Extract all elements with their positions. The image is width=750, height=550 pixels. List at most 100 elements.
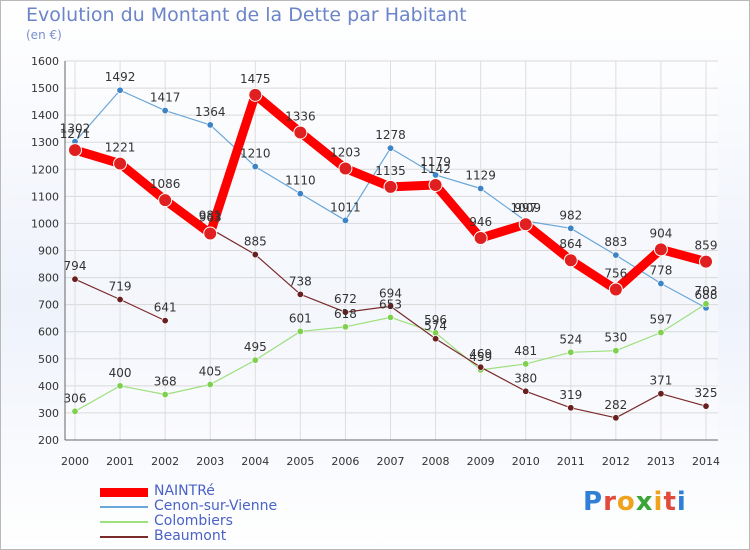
legend-swatch [100, 487, 148, 497]
data-label: 864 [559, 237, 582, 251]
data-point [296, 190, 304, 198]
data-label: 1278 [375, 128, 406, 142]
data-point [567, 224, 575, 232]
legend-label: Beaumont [154, 528, 227, 544]
data-label: 618 [334, 307, 357, 321]
y-tick-label: 600 [38, 326, 59, 339]
x-tick-label: 2013 [647, 455, 675, 468]
data-point [341, 308, 349, 316]
data-point [116, 86, 124, 94]
data-label: 641 [154, 301, 177, 315]
data-label: 1271 [60, 127, 91, 141]
data-label: 963 [199, 210, 222, 224]
data-point [251, 251, 259, 259]
data-point [477, 363, 485, 371]
data-label: 1475 [240, 72, 271, 86]
x-tick-label: 2001 [106, 455, 134, 468]
chart-legend: NAINTRé Cenon-sur-Vienne Colombiers Beaumon… [100, 483, 400, 544]
data-point [71, 275, 79, 283]
data-point [386, 302, 394, 310]
data-label: 1135 [375, 164, 406, 178]
series-line-3 [209, 227, 707, 419]
data-label: 1110 [285, 174, 316, 188]
data-point [702, 300, 710, 308]
data-label: 459 [469, 350, 492, 364]
legend-label: Cenon-sur-Vienne [154, 498, 278, 514]
data-label: 885 [244, 235, 267, 249]
data-label: 368 [154, 375, 177, 389]
x-tick-label: 2006 [331, 455, 359, 468]
data-label: 982 [559, 208, 582, 222]
data-label: 325 [695, 386, 718, 400]
data-point [341, 323, 349, 331]
legend-item: NAINTRé [100, 483, 400, 499]
data-point [113, 156, 128, 171]
data-point [206, 381, 214, 389]
data-point [567, 348, 575, 356]
data-label: 1417 [150, 91, 181, 105]
y-tick-label: 700 [38, 299, 59, 312]
data-point [206, 121, 214, 129]
data-point [296, 327, 304, 335]
data-point [657, 280, 665, 288]
data-point [563, 253, 578, 268]
logo-letter: o [616, 487, 636, 517]
x-tick-label: 2004 [241, 455, 269, 468]
data-label: 672 [334, 292, 357, 306]
data-label: 380 [514, 371, 537, 385]
data-point [518, 217, 533, 232]
y-tick-label: 800 [38, 272, 59, 285]
data-label: 1492 [105, 70, 136, 84]
x-tick-label: 2014 [692, 455, 720, 468]
data-label: 904 [649, 226, 672, 240]
x-tick-label: 2011 [557, 455, 585, 468]
data-label: 756 [604, 266, 627, 280]
data-label: 596 [424, 313, 447, 327]
data-point [567, 404, 575, 412]
x-tick-label: 2000 [61, 455, 89, 468]
x-tick-label: 2007 [377, 455, 405, 468]
data-label: 371 [649, 374, 672, 388]
logo-letter: r [603, 487, 617, 517]
data-point [386, 313, 394, 321]
legend-item: Beaumont [100, 528, 400, 544]
data-point [161, 317, 169, 325]
data-point [338, 161, 353, 176]
data-point [251, 163, 259, 171]
data-point [428, 177, 443, 192]
y-tick-label: 900 [38, 245, 59, 258]
data-label: 1179 [420, 155, 451, 169]
data-label: 524 [559, 332, 582, 346]
y-tick-label: 1000 [31, 217, 59, 230]
data-label: 1210 [240, 147, 271, 161]
data-point [68, 143, 82, 158]
data-label: 597 [649, 313, 672, 327]
logo-letter: i [653, 487, 664, 517]
y-tick-label: 200 [38, 434, 59, 447]
y-tick-label: 1200 [31, 163, 59, 176]
legend-swatch [100, 536, 148, 538]
data-label: 1009 [510, 201, 541, 215]
data-label: 1142 [420, 162, 451, 176]
x-tick-label: 2003 [196, 455, 224, 468]
data-point [657, 390, 665, 398]
data-label: 653 [379, 297, 402, 311]
legend-item: Cenon-sur-Vienne [100, 498, 400, 514]
data-point [248, 87, 263, 102]
data-point [71, 407, 79, 415]
y-tick-label: 1100 [31, 190, 59, 203]
data-label: 719 [109, 279, 132, 293]
data-point [612, 347, 620, 355]
data-point [296, 290, 304, 298]
data-point [386, 144, 394, 152]
logo-letter: x [635, 487, 654, 517]
legend-label: NAINTRé [154, 483, 215, 499]
data-label: 1221 [105, 141, 136, 155]
data-label: 530 [604, 331, 627, 345]
data-label: 794 [64, 259, 87, 273]
data-point [653, 242, 668, 257]
y-tick-label: 1400 [31, 109, 59, 122]
data-label: 1086 [150, 177, 181, 191]
